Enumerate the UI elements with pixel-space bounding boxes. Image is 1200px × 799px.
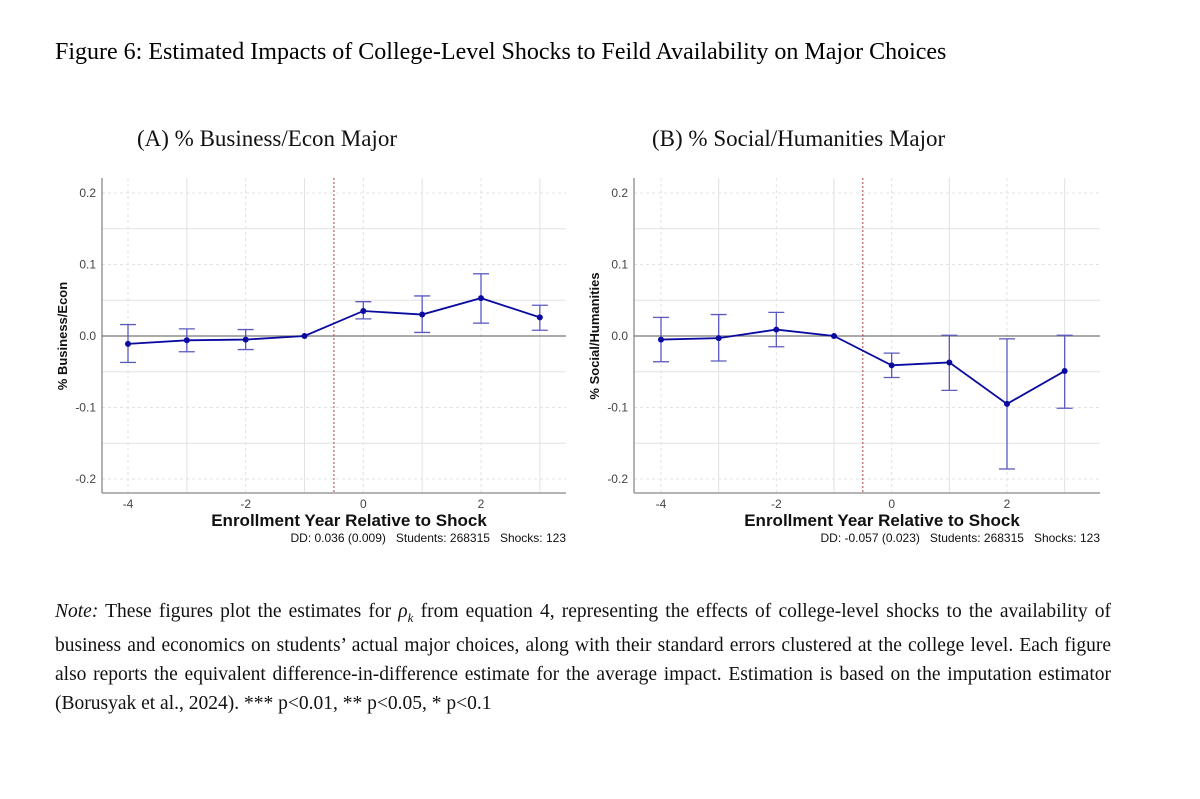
dd-estimate-footer: DD: -0.057 (0.023) Students: 268315 Shoc… [820,531,1100,545]
note-label: Note: [55,601,99,622]
y-tick-label: 0.2 [79,186,96,200]
x-axis-title: Enrollment Year Relative to Shock [744,511,1020,530]
estimate-point [1004,400,1010,407]
y-axis-title: % Business/Econ [55,282,70,390]
estimate-series-line [660,328,1066,405]
y-tick-label: 0.1 [79,258,96,272]
note-text-1: These figures plot the estimates for [98,601,399,622]
y-tick-label: 0.0 [79,329,96,343]
estimate-point [536,314,543,321]
x-axis-title: Enrollment Year Relative to Shock [211,511,487,530]
note-symbol: ρ [398,601,408,622]
y-axis-title: % Social/Humanities [587,272,602,399]
estimate-point [946,359,953,366]
x-tick-label: -2 [240,497,251,511]
figure-title: Figure 6: Estimated Impacts of College-L… [55,39,947,65]
y-tick-label: 0.1 [611,258,628,272]
x-tick-label: -4 [656,497,667,511]
estimate-point [888,362,895,369]
y-tick-label: -0.1 [607,401,628,415]
estimate-point [1061,368,1068,375]
chart-panel-a: -0.2 -0.1 0.0 0.1 0.2 -4 -2 0 2 % Business/Econ En… [55,178,566,545]
x-tick-label: 0 [888,497,895,511]
estimate-point [419,311,426,318]
estimate-point [125,340,131,347]
estimate-series-line [127,297,541,345]
x-tick-label: 2 [478,497,485,511]
estimate-point [478,295,484,302]
x-tick-label: 2 [1004,497,1011,511]
y-tick-label: 0.2 [611,186,628,200]
x-tick-label: -2 [771,497,782,511]
note-symbol-subscript: k [407,609,414,625]
x-tick-label: 0 [360,497,367,511]
y-tick-label: -0.2 [607,472,628,486]
panel-a-title: (A) % Business/Econ Major [137,126,397,151]
dd-estimate-footer: DD: 0.036 (0.009) Students: 268315 Shock… [290,531,566,545]
chart-panel-b: -0.2 -0.1 0.0 0.1 0.2 -4 -2 0 2 % Social/Humaniti… [587,178,1100,545]
figure-note: Note: These figures plot the estimates f… [55,598,1111,718]
panel-b-title: (B) % Social/Humanities Major [652,126,946,151]
x-tick-label: -4 [123,497,134,511]
estimate-point [831,333,837,339]
estimate-point [301,333,308,339]
estimate-point [658,336,664,343]
estimate-point [715,335,722,342]
y-tick-label: -0.1 [75,401,96,415]
y-tick-label: -0.2 [75,472,96,486]
estimate-point [360,307,367,314]
note-text-2: from equation 4, representing the effect… [55,601,1111,714]
y-tick-label: 0.0 [611,329,628,343]
estimate-point [242,336,249,343]
estimate-point [773,326,780,333]
estimate-point [183,337,190,344]
